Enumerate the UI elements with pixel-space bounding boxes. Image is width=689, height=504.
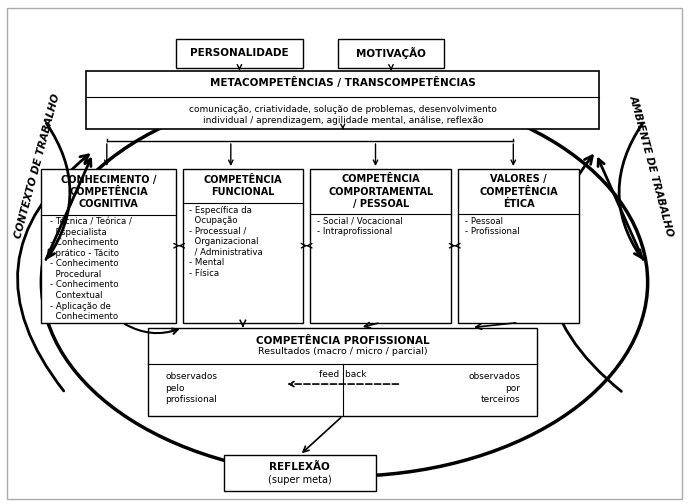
Bar — [148, 328, 537, 416]
Text: (super meta): (super meta) — [268, 475, 331, 485]
Text: feed  back: feed back — [319, 370, 367, 379]
Text: METACOMPETÊNCIAS / TRANSCOMPETÊNCIAS: METACOMPETÊNCIAS / TRANSCOMPETÊNCIAS — [210, 77, 475, 88]
Bar — [41, 169, 176, 323]
Text: COMPETÊNCIA PROFISSIONAL: COMPETÊNCIA PROFISSIONAL — [256, 336, 429, 346]
Bar — [310, 169, 451, 323]
Text: - Específica da
  Ocupação
- Processual /
  Organizacional
  / Administrativa
- : - Específica da Ocupação - Processual / … — [189, 206, 263, 278]
Text: REFLEXÃO: REFLEXÃO — [269, 462, 330, 472]
Text: - Técnica / Teórica /
  Especialista
- Conhecimento
  prático - Tácito
- Conheci: - Técnica / Teórica / Especialista - Con… — [50, 217, 132, 321]
Bar — [458, 169, 579, 323]
Text: Resultados (macro / micro / parcial): Resultados (macro / micro / parcial) — [258, 347, 428, 356]
Text: observados
por
terceiros: observados por terceiros — [469, 372, 520, 404]
Bar — [224, 455, 376, 491]
Text: comunicação, criatividade, solução de problemas, desenvolvimento
individual / ap: comunicação, criatividade, solução de pr… — [189, 104, 497, 124]
Text: MOTIVAÇÃO: MOTIVAÇÃO — [356, 47, 426, 59]
Text: VALORES /
COMPETÊNCIA
ÉTICA: VALORES / COMPETÊNCIA ÉTICA — [479, 174, 558, 209]
Text: observados
pelo
profissional: observados pelo profissional — [165, 372, 217, 404]
Text: - Social / Vocacional
- Intraprofissional: - Social / Vocacional - Intraprofissiona… — [317, 217, 402, 236]
Text: COMPETÊNCIA
COMPORTAMENTAL
/ PESSOAL: COMPETÊNCIA COMPORTAMENTAL / PESSOAL — [328, 174, 433, 209]
Bar — [86, 71, 599, 129]
Bar — [176, 39, 303, 68]
Text: CONHECIMENTO /
COMPETÊNCIA
COGNITIVA: CONHECIMENTO / COMPETÊNCIA COGNITIVA — [61, 174, 156, 210]
Bar — [183, 169, 303, 323]
Text: COMPETÊNCIA
FUNCIONAL: COMPETÊNCIA FUNCIONAL — [203, 175, 282, 197]
Text: PERSONALIDADE: PERSONALIDADE — [190, 48, 289, 58]
Text: - Pessoal
- Profissional: - Pessoal - Profissional — [465, 217, 520, 236]
Text: AMBIENTE DE TRABALHO: AMBIENTE DE TRABALHO — [628, 94, 675, 238]
Text: CONTEXTO DE TRABALHO: CONTEXTO DE TRABALHO — [14, 93, 62, 240]
Bar — [338, 39, 444, 68]
